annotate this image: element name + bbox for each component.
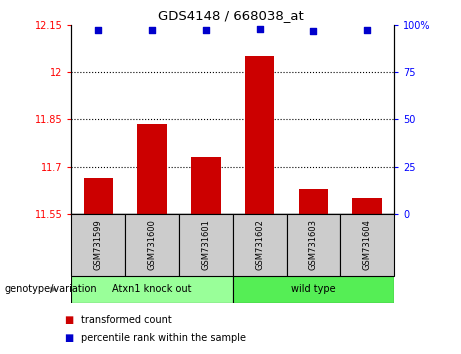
Bar <box>83 178 113 214</box>
Text: ■: ■ <box>65 315 74 325</box>
Bar <box>353 198 382 214</box>
Text: GDS4148 / 668038_at: GDS4148 / 668038_at <box>158 9 303 22</box>
Text: percentile rank within the sample: percentile rank within the sample <box>81 333 246 343</box>
Text: transformed count: transformed count <box>81 315 171 325</box>
Text: GSM731602: GSM731602 <box>255 219 264 270</box>
Text: ■: ■ <box>65 333 74 343</box>
Bar <box>179 214 233 276</box>
Text: wild type: wild type <box>291 284 336 295</box>
Bar <box>233 214 287 276</box>
Text: GSM731599: GSM731599 <box>94 219 103 270</box>
Text: genotype/variation: genotype/variation <box>5 284 97 295</box>
Point <box>95 28 102 33</box>
Bar <box>245 56 274 214</box>
Text: Atxn1 knock out: Atxn1 knock out <box>112 284 192 295</box>
Text: GSM731600: GSM731600 <box>148 219 157 270</box>
Point <box>364 28 371 33</box>
Text: GSM731604: GSM731604 <box>363 219 372 270</box>
Bar <box>71 214 125 276</box>
Bar <box>137 124 167 214</box>
Bar <box>125 214 179 276</box>
Point <box>310 29 317 34</box>
Bar <box>340 214 394 276</box>
Bar <box>287 214 340 276</box>
Bar <box>191 158 221 214</box>
Point <box>202 28 210 33</box>
Bar <box>71 276 233 303</box>
Bar <box>233 276 394 303</box>
Point <box>148 27 156 32</box>
Bar <box>299 189 328 214</box>
Text: GSM731601: GSM731601 <box>201 219 210 270</box>
Text: GSM731603: GSM731603 <box>309 219 318 270</box>
Point <box>256 26 263 32</box>
